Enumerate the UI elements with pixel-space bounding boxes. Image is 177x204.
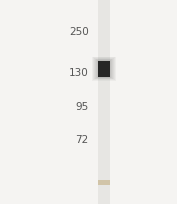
Text: 130: 130 [69, 68, 88, 77]
Bar [96, 60, 112, 79]
Bar [98, 61, 110, 78]
Bar [93, 58, 115, 81]
Text: 72: 72 [75, 135, 88, 145]
Text: 95: 95 [75, 101, 88, 111]
Bar [94, 59, 114, 80]
Bar [97, 61, 111, 78]
Bar [92, 58, 116, 81]
Bar [98, 0, 110, 204]
Bar [95, 59, 113, 79]
Bar [98, 181, 110, 185]
Text: 250: 250 [69, 27, 88, 37]
